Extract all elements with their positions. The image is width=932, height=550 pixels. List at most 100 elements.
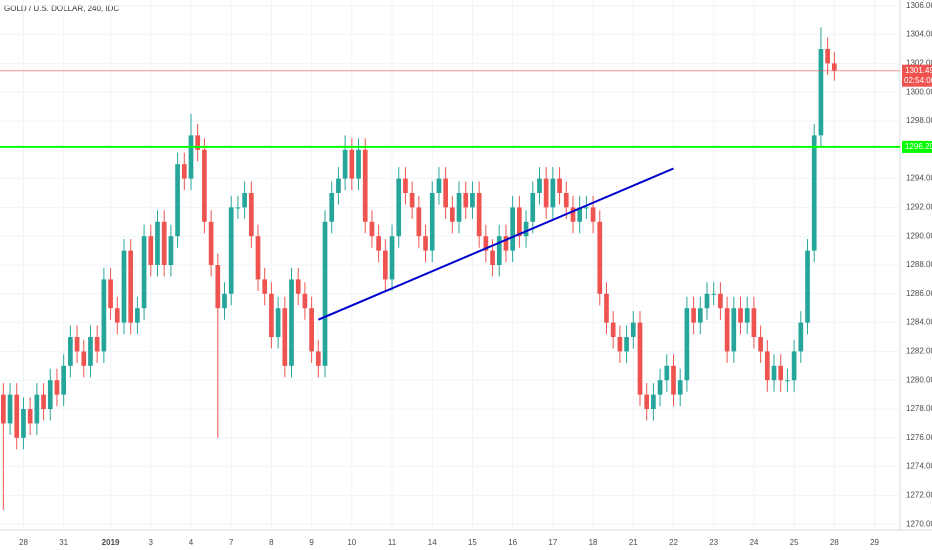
candle-body xyxy=(262,279,268,294)
x-tick-label: 4 xyxy=(189,538,194,547)
candle-body xyxy=(336,178,341,193)
candle-body xyxy=(590,207,596,222)
candle-body xyxy=(403,178,408,193)
candle-body xyxy=(275,308,281,338)
candle-body xyxy=(81,351,87,366)
candle-body xyxy=(704,293,710,309)
candle-body xyxy=(476,192,482,237)
y-tick-label: 1270.00 xyxy=(906,519,932,528)
candle-body xyxy=(811,135,817,251)
y-tick-label: 1288.00 xyxy=(906,260,932,269)
candle-body xyxy=(202,149,207,222)
candle-body xyxy=(389,236,395,280)
candle-body xyxy=(711,293,717,295)
y-tick-label: 1306.00 xyxy=(906,1,932,10)
y-tick-label: 1290.00 xyxy=(906,231,932,240)
candle-body xyxy=(248,192,254,237)
candle-body xyxy=(315,351,321,366)
candle-body xyxy=(14,394,20,438)
x-tick-label: 29 xyxy=(870,538,879,547)
candle-body xyxy=(718,293,723,309)
candle-body xyxy=(490,250,495,265)
candle-body xyxy=(771,365,777,381)
candle-body xyxy=(269,293,274,338)
candle-body xyxy=(825,48,830,64)
candle-body xyxy=(181,164,187,179)
candle-body xyxy=(342,149,348,179)
candle-body xyxy=(114,308,120,323)
candle-body xyxy=(429,192,435,251)
candle-body xyxy=(282,308,288,366)
candle-body xyxy=(523,221,529,237)
candle-body xyxy=(21,409,26,438)
candle-body xyxy=(470,192,475,208)
candle-body xyxy=(376,236,381,251)
x-tick-label: 31 xyxy=(59,538,68,547)
last-price-label: 1301.49 xyxy=(905,66,932,75)
candle-body xyxy=(255,236,261,280)
candle-body xyxy=(94,337,100,352)
candle-body xyxy=(805,250,810,323)
candle-body xyxy=(88,337,93,366)
candle-body xyxy=(644,394,650,410)
x-tick-label: 17 xyxy=(548,538,557,547)
candle-body xyxy=(537,178,542,193)
y-tick-label: 1284.00 xyxy=(906,318,932,327)
candle-body xyxy=(155,221,160,265)
candle-body xyxy=(785,380,790,382)
y-tick-label: 1274.00 xyxy=(906,462,932,471)
candle-body xyxy=(557,178,562,193)
chart-title: GOLD / U.S. DOLLAR, 240, IDC xyxy=(4,4,119,13)
x-tick-label: 9 xyxy=(309,538,314,547)
candle-body xyxy=(175,164,180,237)
x-tick-label: 2019 xyxy=(102,538,120,547)
x-tick-label: 28 xyxy=(19,538,28,547)
candle-body xyxy=(235,207,241,209)
candle-body xyxy=(657,380,663,395)
x-tick-label: 25 xyxy=(790,538,799,547)
candle-body xyxy=(456,192,462,222)
level-label: 1296.20 xyxy=(905,142,932,151)
candle-body xyxy=(1,394,6,424)
candle-body xyxy=(409,192,415,208)
candle-body xyxy=(382,250,388,280)
x-tick-label: 14 xyxy=(428,538,437,547)
candle-body xyxy=(443,178,448,208)
candle-body xyxy=(289,279,294,366)
candle-body xyxy=(148,236,154,265)
candle-body xyxy=(751,308,757,338)
candle-body xyxy=(744,308,750,323)
y-tick-label: 1278.00 xyxy=(906,404,932,413)
candle-body xyxy=(34,394,40,424)
candle-body xyxy=(483,236,489,251)
x-tick-label: 15 xyxy=(468,538,477,547)
y-tick-label: 1300.00 xyxy=(906,87,932,96)
y-tick-label: 1276.00 xyxy=(906,433,932,442)
candle-body xyxy=(74,337,80,352)
y-tick-label: 1272.00 xyxy=(906,491,932,500)
candle-body xyxy=(651,394,656,410)
candle-body xyxy=(188,135,194,179)
candle-body xyxy=(684,308,690,381)
level-tag xyxy=(902,140,932,153)
candle-body xyxy=(295,279,301,294)
y-tick-label: 1286.00 xyxy=(906,289,932,298)
x-tick-label: 21 xyxy=(629,538,638,547)
x-tick-label: 3 xyxy=(149,538,154,547)
candle-body xyxy=(818,48,824,136)
y-tick-label: 1302.00 xyxy=(906,58,932,67)
candle-body xyxy=(637,322,643,395)
candle-body xyxy=(450,207,455,222)
candle-body xyxy=(543,178,549,208)
x-tick-label: 7 xyxy=(229,538,234,547)
trendline xyxy=(317,167,674,321)
candle-body xyxy=(108,279,113,309)
candle-body xyxy=(7,394,13,424)
candle-body xyxy=(550,178,556,208)
candle-body xyxy=(47,380,53,410)
candle-body xyxy=(671,365,676,395)
candle-body xyxy=(41,394,46,410)
candle-body xyxy=(563,192,569,208)
